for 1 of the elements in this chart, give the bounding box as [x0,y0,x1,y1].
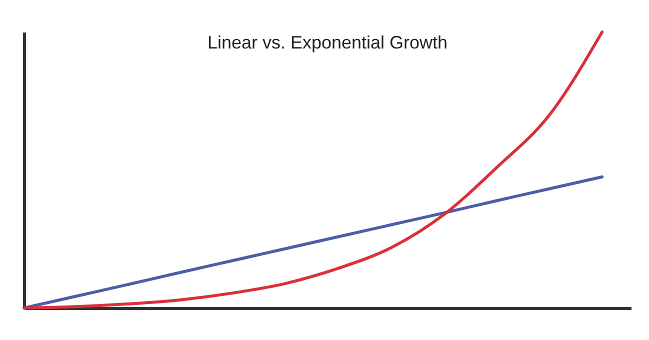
chart-title: Linear vs. Exponential Growth [207,32,448,52]
